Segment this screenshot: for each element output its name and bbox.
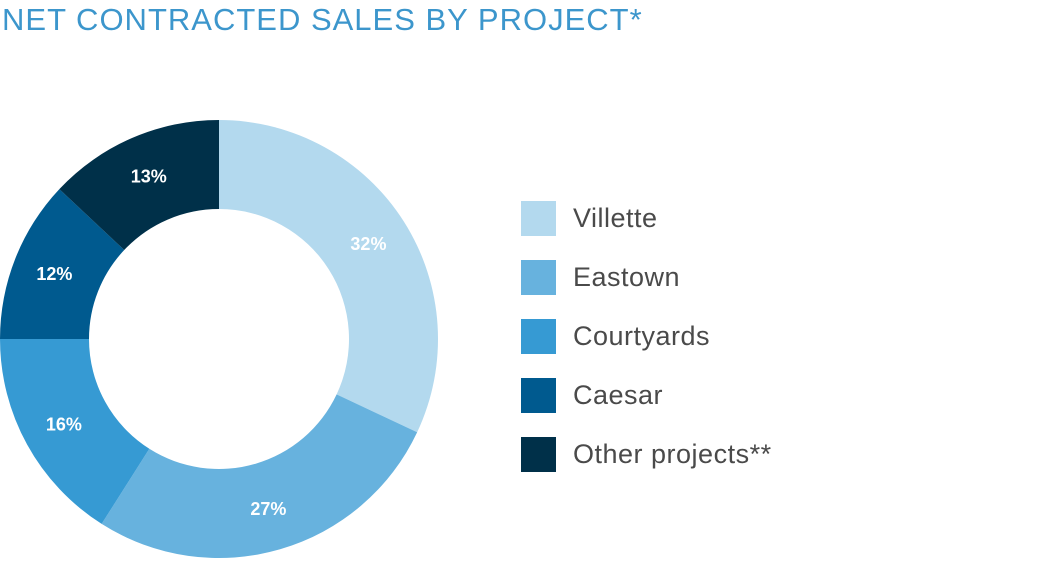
legend-item: Courtyards xyxy=(521,318,772,354)
slice-value-label: 27% xyxy=(250,499,286,519)
legend-swatch xyxy=(521,200,556,236)
chart-legend: Villette Eastown Courtyards Caesar Other pro… xyxy=(521,200,772,495)
chart-title: NET CONTRACTED SALES BY PROJECT* xyxy=(2,2,643,37)
legend-swatch xyxy=(521,436,556,472)
donut-slice-eastown xyxy=(101,394,418,558)
legend-label: Other projects** xyxy=(573,438,772,469)
donut-slice-caesar xyxy=(0,189,125,339)
legend-swatch xyxy=(521,318,556,354)
slice-value-label: 16% xyxy=(46,414,82,434)
slice-value-label: 12% xyxy=(36,264,72,284)
legend-item: Villette xyxy=(521,200,772,236)
slice-value-label: 13% xyxy=(131,167,167,187)
donut-slice-villette xyxy=(219,120,438,433)
donut-slice-courtyards xyxy=(0,339,150,524)
legend-swatch xyxy=(521,259,556,295)
legend-swatch xyxy=(521,377,556,413)
donut-slice-other-projects xyxy=(59,120,220,251)
legend-item: Caesar xyxy=(521,377,772,413)
legend-label: Courtyards xyxy=(573,320,711,351)
legend-label: Villette xyxy=(573,202,658,233)
legend-item: Eastown xyxy=(521,259,772,295)
legend-label: Caesar xyxy=(573,379,664,410)
slice-value-label: 32% xyxy=(350,234,386,254)
legend-item: Other projects** xyxy=(521,436,772,472)
legend-label: Eastown xyxy=(573,261,681,292)
